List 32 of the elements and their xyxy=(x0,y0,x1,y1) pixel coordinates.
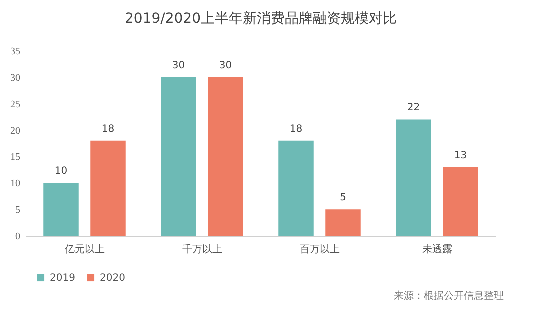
y-tick-label: 10 xyxy=(10,178,20,190)
data-label: 13 xyxy=(454,150,468,162)
bar xyxy=(208,77,244,236)
chart-title: 2019/2020上半年新消费品牌融资规模对比 xyxy=(125,11,397,27)
source-note: 来源：根据公开信息整理 xyxy=(394,290,504,302)
y-tick-label: 35 xyxy=(10,46,20,58)
legend-label: 2019 xyxy=(50,273,76,284)
bar xyxy=(161,77,196,236)
y-tick-label: 0 xyxy=(16,232,20,242)
data-label: 10 xyxy=(54,166,68,178)
legend-label: 2020 xyxy=(100,273,126,284)
y-tick-label: 5 xyxy=(16,205,20,216)
x-tick-label: 未透露 xyxy=(422,244,452,256)
y-tick-label: 20 xyxy=(10,126,20,137)
data-label: 22 xyxy=(407,102,420,114)
bar xyxy=(396,120,432,236)
y-tick-label: 25 xyxy=(10,99,20,110)
data-label: 5 xyxy=(340,192,346,204)
bar xyxy=(44,183,79,236)
data-label: 18 xyxy=(102,124,115,135)
bar xyxy=(326,210,361,236)
bar xyxy=(90,140,126,236)
bar xyxy=(443,167,478,236)
y-tick-label: 30 xyxy=(10,72,20,84)
data-label: 30 xyxy=(219,60,232,72)
bar xyxy=(278,140,314,236)
y-tick-label: 15 xyxy=(10,152,20,164)
x-tick-label: 千万以上 xyxy=(182,244,222,256)
x-tick-label: 亿元以上 xyxy=(64,244,105,256)
x-tick-label: 百万以上 xyxy=(300,244,340,256)
data-label: 30 xyxy=(172,60,186,72)
data-label: 18 xyxy=(290,124,303,135)
